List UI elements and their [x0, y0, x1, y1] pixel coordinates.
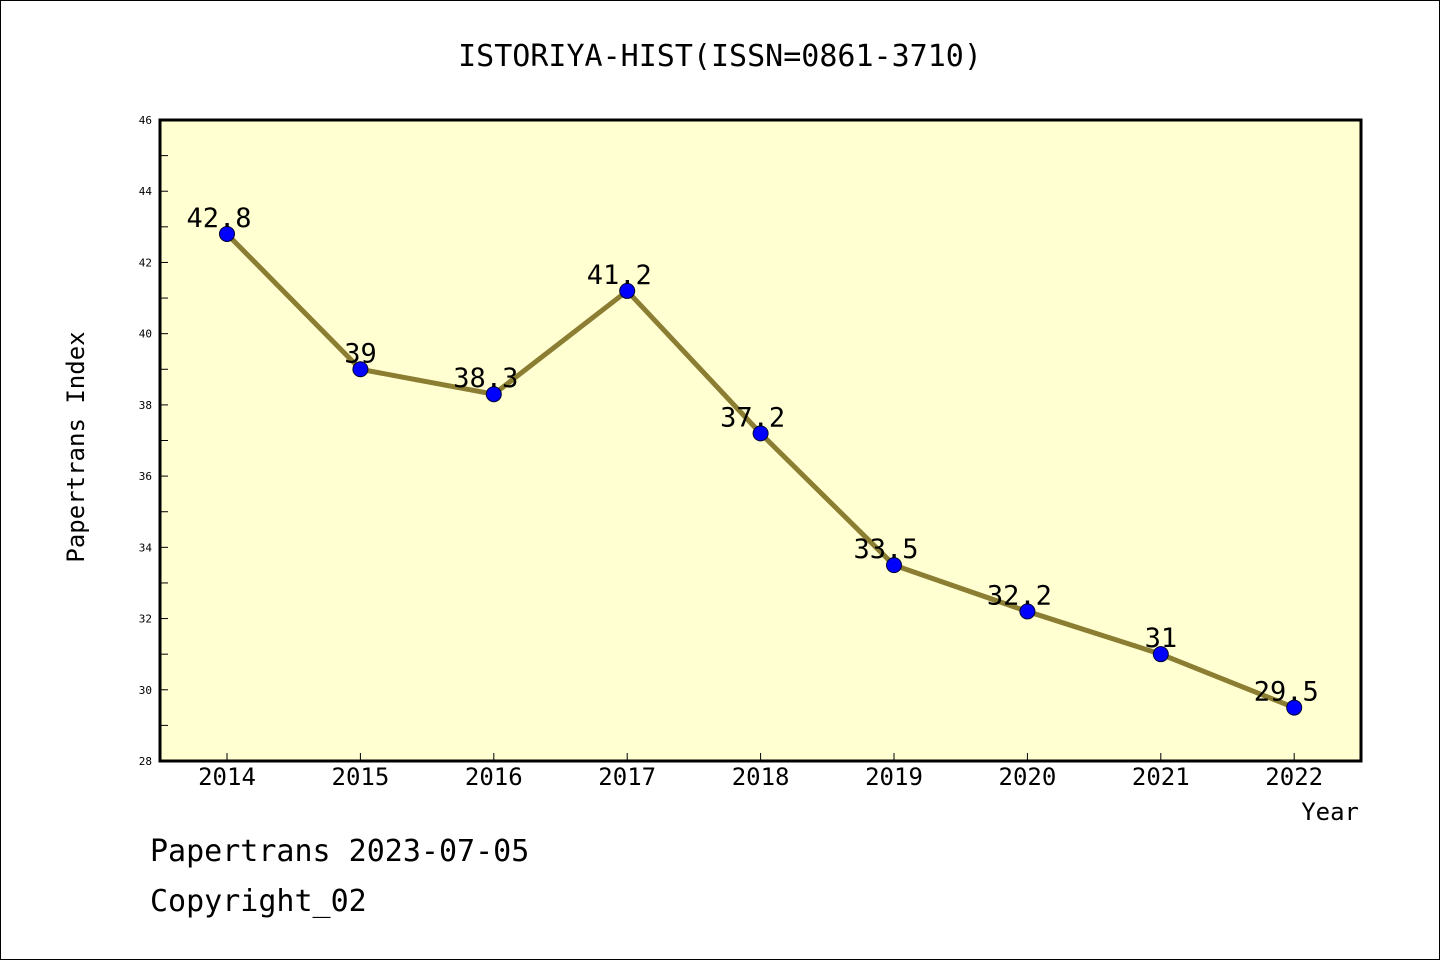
- data-label: 33.5: [854, 534, 919, 565]
- y-axis-label: Papertrans Index: [62, 331, 90, 562]
- data-label: 38.3: [453, 363, 518, 394]
- x-tick-label: 2015: [332, 763, 390, 791]
- data-point: [219, 225, 235, 242]
- x-tick-label: 2017: [598, 763, 656, 791]
- data-label: 32.2: [987, 580, 1052, 611]
- footer-copyright: Copyright_02: [150, 884, 367, 919]
- x-tick-label: 2014: [198, 763, 256, 791]
- data-label: 37.2: [720, 402, 785, 433]
- x-axis-label: Year: [1301, 798, 1359, 826]
- y-tick-label: 32: [139, 613, 152, 626]
- data-label: 41.2: [587, 260, 652, 291]
- data-point: [619, 282, 636, 299]
- y-tick-label: 38: [139, 399, 152, 412]
- data-label: 31: [1145, 623, 1178, 654]
- x-tick-label: 2018: [732, 763, 790, 791]
- x-tick-label: 2019: [865, 763, 923, 791]
- data-label: 42.8: [187, 203, 252, 234]
- data-point: [1286, 699, 1303, 716]
- y-axis: 28 30 32 34 36 38 40 42 44 46: [139, 114, 168, 768]
- data-point: [1152, 646, 1169, 663]
- y-tick-label: 36: [139, 470, 152, 483]
- y-tick-label: 46: [139, 114, 152, 127]
- y-tick-label: 34: [139, 541, 153, 554]
- x-tick-label: 2021: [1132, 763, 1190, 791]
- footer-date: Papertrans 2023-07-05: [150, 834, 530, 869]
- data-point: [352, 361, 369, 378]
- y-tick-label: 40: [139, 328, 152, 341]
- x-tick-label: 2022: [1265, 763, 1323, 791]
- y-tick-label: 44: [139, 185, 153, 198]
- data-point: [752, 425, 769, 442]
- data-label: 39: [344, 338, 377, 369]
- x-tick-label: 2020: [999, 763, 1057, 791]
- y-tick-label: 30: [139, 684, 152, 697]
- series: 42.8 39 38.3 41.2 37.2 33.5 32.2 31 29.5: [187, 203, 1319, 716]
- y-tick-label: 28: [139, 755, 152, 768]
- x-tick-label: 2016: [465, 763, 523, 791]
- data-point: [485, 386, 502, 403]
- data-point: [886, 557, 902, 574]
- chart-title: ISTORIYA-HIST(ISSN=0861-3710): [458, 39, 982, 74]
- data-point: [1019, 603, 1036, 620]
- x-axis: 2014 2015 2016 2017 2018 2019 2020 2021 2022: [198, 753, 1323, 791]
- data-label: 29.5: [1254, 677, 1319, 708]
- y-tick-label: 42: [139, 256, 152, 269]
